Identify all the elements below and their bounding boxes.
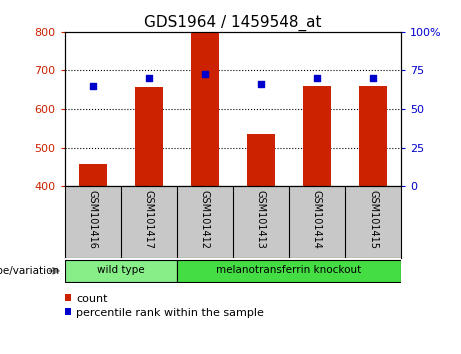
Bar xyxy=(303,86,331,186)
Bar xyxy=(177,260,401,282)
Point xyxy=(313,75,321,81)
Point xyxy=(369,75,377,81)
Text: count: count xyxy=(76,294,107,304)
Text: GSM101417: GSM101417 xyxy=(144,190,154,249)
Bar xyxy=(191,33,219,186)
Title: GDS1964 / 1459548_at: GDS1964 / 1459548_at xyxy=(144,14,322,30)
Text: GSM101414: GSM101414 xyxy=(312,190,322,249)
Text: GSM101415: GSM101415 xyxy=(368,190,378,249)
Point xyxy=(257,81,265,87)
Text: GSM101413: GSM101413 xyxy=(256,190,266,249)
Text: genotype/variation: genotype/variation xyxy=(0,266,60,276)
Point xyxy=(145,75,152,81)
Text: percentile rank within the sample: percentile rank within the sample xyxy=(76,308,264,318)
Point xyxy=(89,83,96,89)
Text: GSM101412: GSM101412 xyxy=(200,190,210,249)
Bar xyxy=(78,164,106,186)
Text: GSM101416: GSM101416 xyxy=(88,190,98,249)
Bar xyxy=(135,87,163,186)
Bar xyxy=(359,86,387,186)
Bar xyxy=(65,260,177,282)
Bar xyxy=(247,134,275,186)
Text: melanotransferrin knockout: melanotransferrin knockout xyxy=(216,265,361,275)
Text: wild type: wild type xyxy=(97,265,144,275)
Point xyxy=(201,71,208,76)
